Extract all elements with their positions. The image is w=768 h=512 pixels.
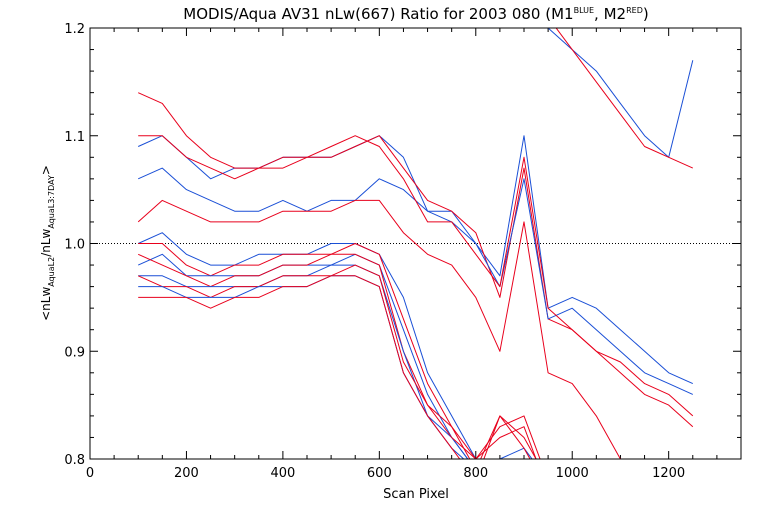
title-main: MODIS/Aqua AV31 nLw(667) Ratio for 2003 … [183,5,573,23]
x-tick-label: 400 [270,466,295,481]
series-line-red-11 [137,253,541,459]
y-tick-label: 0.8 [64,453,85,468]
series-line-blue-12 [138,264,533,459]
title-mid: , M2 [594,5,626,23]
series-line-red-7 [137,199,622,459]
y-tick-label: 1.2 [64,22,85,37]
chart-title: MODIS/Aqua AV31 nLw(667) Ratio for 2003 … [183,5,648,23]
series-line-red-2 [161,28,694,169]
series-line-red-6 [138,135,694,428]
y-tick-label: 0.9 [64,345,85,360]
ylabel-part1: <nLw [39,287,53,321]
x-tick-label: 200 [174,466,199,481]
series-layer [137,28,694,459]
x-tick-label: 0 [86,466,94,481]
plot-frame [89,27,742,460]
x-tick-label: 800 [463,466,488,481]
ylabel-sub2: AquaL3:7DAY [47,175,56,229]
ylabel-sub1: AquaL2 [47,257,56,287]
title-sup-red: RED [626,6,643,15]
x-axis-label: Scan Pixel [383,487,449,502]
series-line-red-15 [138,275,531,459]
x-tick-label: 1000 [556,466,589,481]
series-line-blue-8 [137,232,525,459]
series-line-red-13 [137,264,537,459]
title-sup-blue: BLUE [574,6,594,15]
series-line-blue-10 [137,253,469,459]
series-line-red-9 [138,243,537,459]
y-tick-label: 1.1 [64,130,85,145]
ylabel-part3: > [39,165,53,175]
x-tick-label: 1200 [652,466,685,481]
title-end: ) [643,5,649,23]
axis-ticks: 0 200 400 600 800 1000 1200 0.8 0.9 1.0 1.1 1.2 [64,22,741,481]
series-line-blue-1 [185,28,694,158]
series-line-red-4 [137,92,694,417]
y-tick-label: 1.0 [64,238,85,253]
ylabel-part2: /nLw [39,228,53,256]
x-tick-label: 600 [367,466,392,481]
y-axis-label: <nLwAquaL2/nLwAquaL3:7DAY> [39,165,56,321]
